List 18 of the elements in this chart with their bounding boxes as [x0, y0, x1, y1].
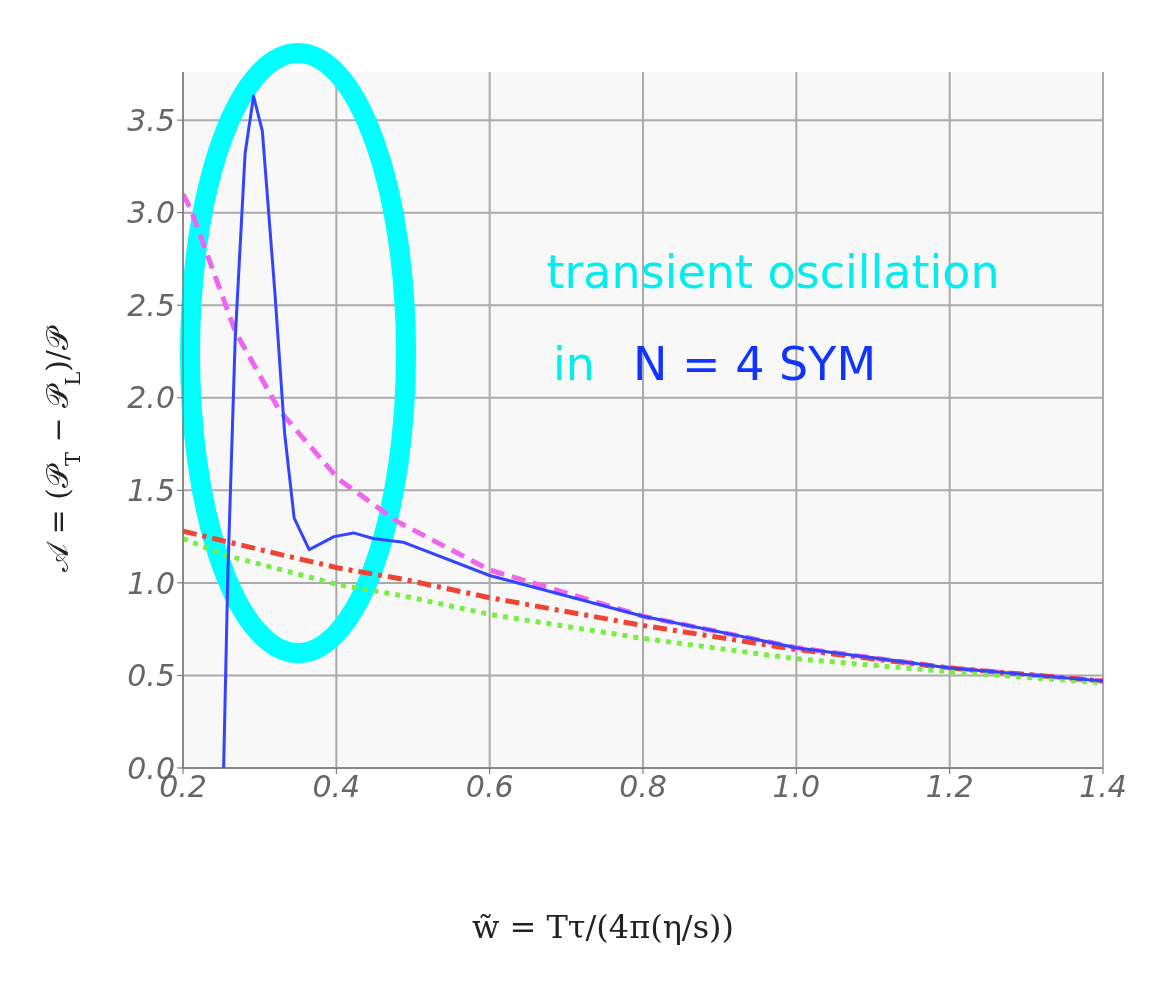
x-tick-label: 0.8	[619, 769, 667, 805]
y-tick-label: 2.5	[127, 287, 175, 323]
x-tick-label: 0.6	[465, 769, 514, 805]
y-tick-label: 1.0	[127, 565, 175, 601]
y-tick-label: 1.5	[127, 472, 175, 508]
annotation: N = 4 SYM	[633, 337, 877, 391]
annotation: in	[553, 337, 595, 391]
y-tick-label: 3.5	[127, 102, 175, 138]
x-tick-label: 0.4	[312, 769, 361, 805]
x-axis-title: w̃ = Tτ/(4π(η/s))	[471, 908, 735, 946]
annotation: transient oscillation	[546, 245, 1000, 299]
y-tick-label: 3.0	[127, 195, 175, 231]
x-tick-label: 1.0	[772, 769, 821, 805]
y-tick-label: 2.0	[127, 380, 175, 416]
line-series	[222, 94, 1103, 768]
x-tick-label: 1.4	[1079, 769, 1127, 805]
y-tick-label: 0.5	[127, 658, 175, 694]
x-tick-label: 1.2	[925, 769, 974, 805]
